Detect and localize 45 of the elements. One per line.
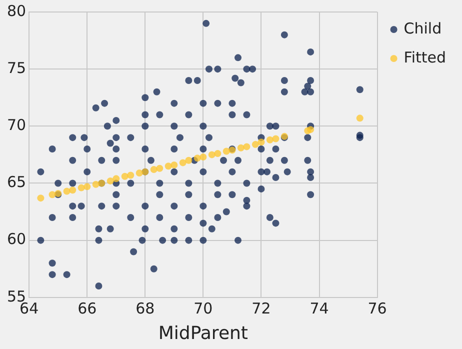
point (150, 166, 158, 174)
y-tick-label: 70 (6, 116, 26, 134)
point (112, 175, 120, 182)
legend-label: Child (404, 19, 442, 38)
x-tick-label: 70 (194, 299, 213, 318)
point (37, 194, 44, 202)
point (48, 191, 56, 198)
point (307, 126, 314, 134)
point (243, 143, 250, 150)
point (252, 140, 259, 148)
point (208, 151, 216, 158)
point (170, 161, 178, 168)
point (121, 172, 128, 180)
x-axis-title: MidParent (158, 322, 248, 344)
x-tick-label: 72 (252, 299, 271, 318)
x-tick-label: 68 (136, 299, 155, 318)
point (258, 138, 265, 146)
x-tick-label: 74 (310, 299, 329, 318)
point (237, 144, 244, 152)
point (356, 114, 364, 122)
point (194, 154, 201, 162)
x-tick-label: 76 (368, 299, 387, 318)
y-tick-label: 80 (6, 2, 26, 20)
point (78, 184, 85, 192)
point (69, 186, 76, 194)
x-tick-label: 66 (78, 299, 97, 318)
point (106, 177, 114, 184)
point (272, 135, 280, 142)
point (164, 162, 172, 170)
legend-label: Fitted (404, 48, 446, 66)
point (179, 159, 186, 166)
point (200, 153, 207, 160)
y-tick-label: 75 (6, 58, 26, 77)
y-tick-label: 60 (6, 230, 26, 248)
point (222, 148, 230, 155)
point (266, 136, 274, 144)
point (156, 164, 164, 172)
point (127, 172, 134, 179)
y-tick-label: 65 (6, 173, 26, 192)
point (185, 156, 192, 164)
point (92, 180, 100, 188)
point (136, 169, 143, 176)
point (84, 183, 91, 190)
point (63, 188, 70, 195)
point (214, 150, 222, 158)
